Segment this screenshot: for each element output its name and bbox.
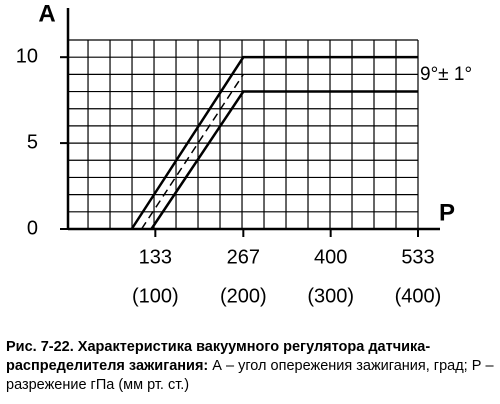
y-tick-label: 0	[27, 217, 38, 239]
data-line	[130, 55, 418, 230]
data-line	[150, 90, 418, 230]
annotation: 9°± 1°	[420, 64, 472, 85]
y-axis-label: A	[38, 0, 55, 27]
x-axis-label: P	[439, 199, 455, 226]
x-tick-label: 533	[401, 246, 434, 268]
caption: Рис. 7-22. Характеристика вакуумного рег…	[6, 338, 496, 395]
caption-title: Рис. 7-22. Характеристика вакуумного рег…	[6, 339, 431, 374]
caption-text: А – угол опережения зажигания, град; Р –…	[6, 358, 494, 393]
y-tick-label: 10	[16, 45, 38, 67]
y-tick-label: 5	[27, 131, 38, 153]
x-secondary-label: (200)	[220, 285, 267, 307]
x-tick-label: 267	[227, 246, 260, 268]
x-secondary-label: (300)	[307, 285, 354, 307]
x-tick-label: 133	[139, 246, 172, 268]
data-line	[140, 73, 244, 230]
x-secondary-label: (100)	[132, 285, 179, 307]
x-tick-label: 400	[314, 246, 347, 268]
chart: A P 9°± 1° 0 5 10 133 (100) 267 (200) 400 (300) 5…	[16, 0, 472, 307]
x-secondary-label: (400)	[395, 285, 442, 307]
